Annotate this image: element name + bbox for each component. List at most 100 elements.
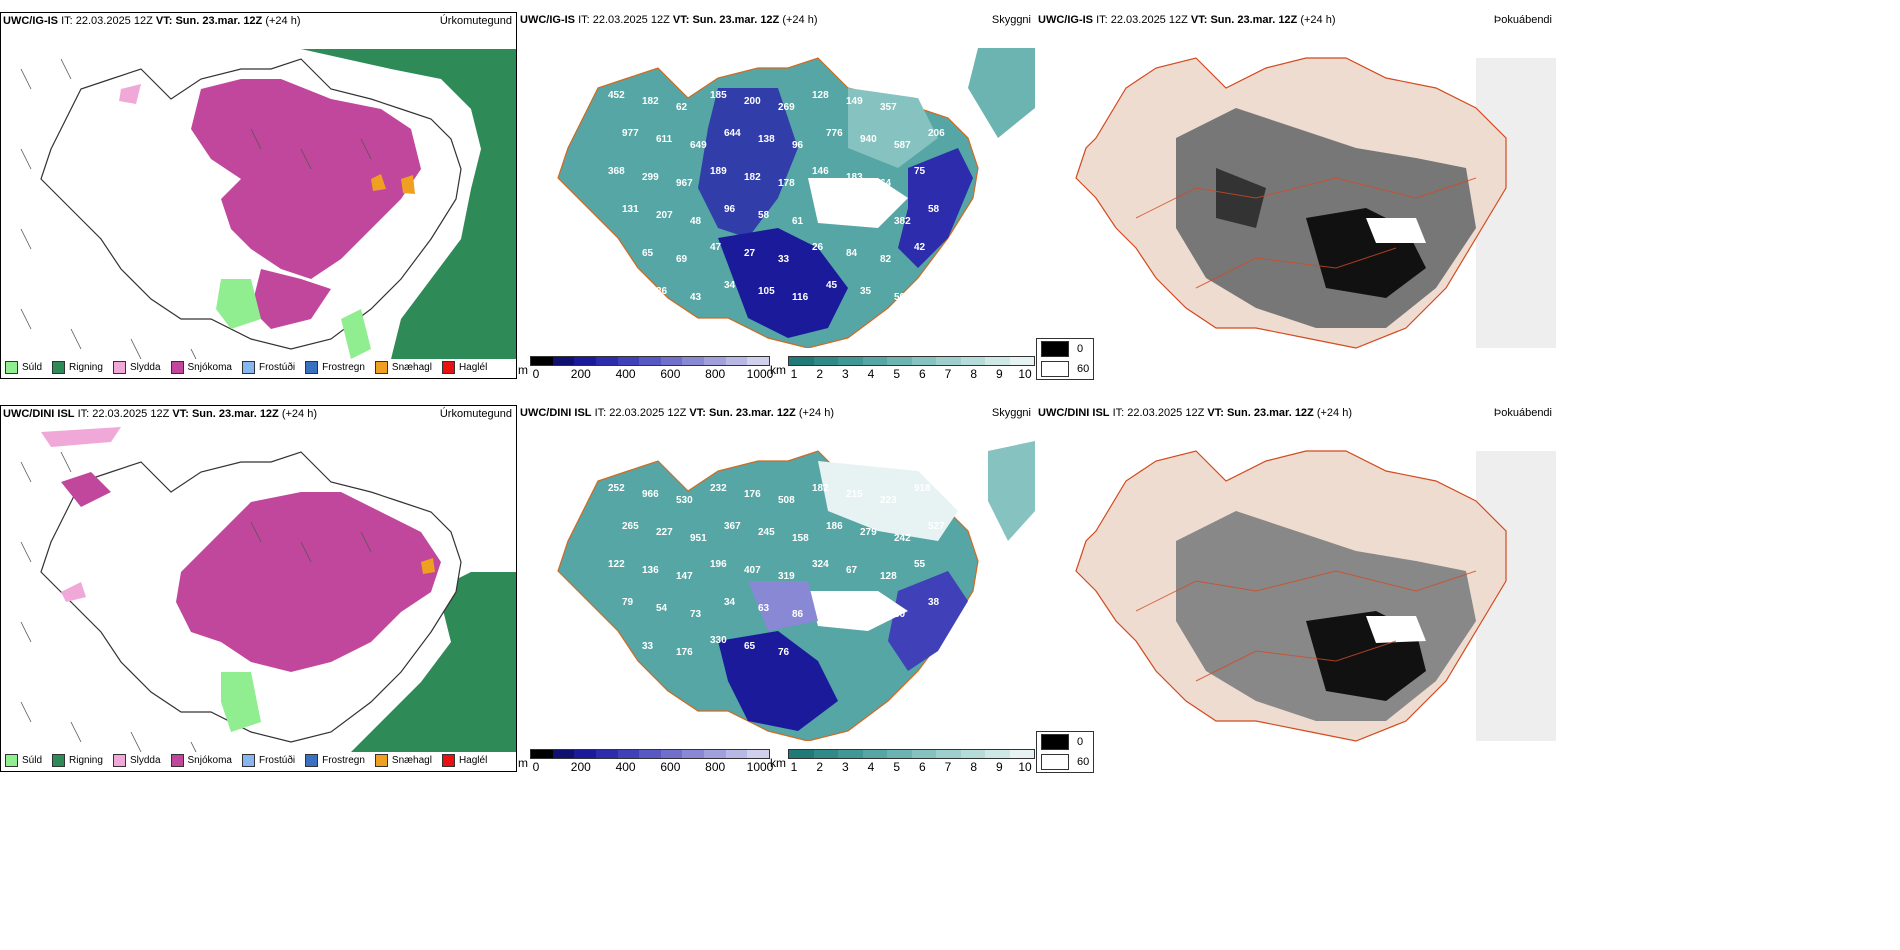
visibility-value-label: 58 [826,204,838,215]
colorbar-tick-label: 1 [790,367,798,381]
visibility-value-label: 452 [608,90,625,101]
visibility-value-label: 182 [744,172,761,183]
visibility-value-label: 34 [724,280,736,291]
precip-map [20,49,516,359]
legend-item: Haglél [441,753,487,767]
visibility-value-label: 206 [928,128,945,139]
visibility-value-label: 977 [622,128,639,139]
colorbar-unit: m [518,363,528,377]
visibility-value-label: 215 [846,489,863,500]
colorbar-cell [960,357,985,365]
visibility-value-label: 131 [622,204,639,215]
visibility-value-label: 47 [710,242,722,253]
colorbar-cell [936,750,961,758]
precip-map [20,427,516,752]
legend-item: Snæhagl [374,753,432,767]
colorbar-unit: km [770,363,786,377]
visibility-value-label: 48 [690,216,702,227]
legend-item: Snjókoma [170,360,232,374]
colorbar-tick-label: 3 [841,367,849,381]
visibility-panel-bottom: UWC/DINI ISL IT: 22.03.2025 12Z VT: Sun.… [518,405,1035,774]
visibility-value-label: 76 [778,647,790,658]
visibility-value-label: 189 [710,166,727,177]
colorbar-tick-label: 4 [867,367,875,381]
visibility-value-label: 186 [826,521,843,532]
visibility-value-label: 227 [656,527,673,538]
visibility-value-label: 269 [778,102,795,113]
colorbar-cell [1009,357,1034,365]
colorbar-tick-label: 10 [1018,367,1032,381]
visibility-value-label: 242 [894,533,911,544]
visibility-value-label: 776 [826,128,843,139]
legend-item: Frostregn [305,753,365,767]
visibility-value-label: 918 [914,483,931,494]
visibility-km-colorbar: km 1 2 3 4 5 6 7 8 9 10 [770,356,1035,381]
visibility-value-label: 52 [608,242,620,253]
visibility-value-label: 299 [642,172,659,183]
visibility-value-label: 84 [846,248,858,259]
colorbar-tick-label: 5 [893,367,900,381]
visibility-value-label: 96 [724,204,736,215]
visibility-value-label: 223 [880,495,897,506]
visibility-value-label: 951 [690,533,707,544]
colorbar-unit: km [770,756,786,770]
visibility-value-label: 122 [608,559,625,570]
visibility-value-label: 649 [690,140,707,151]
colorbar-cell [911,750,936,758]
panel-type-label: Úrkomutegund [439,15,512,27]
visibility-value-label: 36 [656,286,668,297]
colorbar-tick-label: 9 [995,367,1003,381]
fog-legend-row: 0 [1037,732,1093,752]
visibility-value-label: 47 [622,280,634,291]
visibility-value-label: 45 [826,280,838,291]
visibility-value-label: 368 [608,166,625,177]
colorbar-tick-label: 800 [705,367,726,381]
visibility-map: 4521826218520026912814935730197761164964… [557,48,1035,348]
visibility-map: 252 966 530 232 176 508 182 215 223 918 265 227 951 3… [557,441,1035,741]
legend-item: Súld [5,360,42,374]
panel-type-label: Þokuábendi [1493,14,1552,26]
visibility-value-label: 319 [778,571,795,582]
colorbar-tick-label: 1 [790,760,798,774]
colorbar-tick-label: 3 [841,760,849,774]
visibility-value-label: 54 [656,603,668,614]
visibility-value-label: 279 [860,527,877,538]
visibility-value-label: 508 [778,495,795,506]
visibility-value-label: 182 [642,96,659,107]
colorbar-cell [682,357,705,365]
visibility-value-label: 147 [676,571,693,582]
colorbar-cell [725,750,748,758]
visibility-value-label: 530 [676,495,693,506]
colorbar-cell [838,357,863,365]
visibility-value-label: 940 [860,134,877,145]
visibility-value-label: 26 [812,242,824,253]
colorbar-cell [552,357,575,365]
fog-index-map [1075,57,1556,349]
legend-item: Slydda [112,753,161,767]
panel-header: UWC/DINI ISL IT: 22.03.2025 12Z VT: Sun.… [3,408,318,420]
visibility-value-label: 65 [744,641,756,652]
colorbar-unit: m [518,756,528,770]
visibility-m-colorbar: m 0 200 400 600 800 1000 [518,749,773,774]
visibility-value-label: 357 [880,102,897,113]
visibility-value-label: 207 [656,210,673,221]
colorbar-cell [887,750,912,758]
colorbar-cell [639,357,661,365]
colorbar-tick-label: 7 [944,760,952,774]
colorbar-cell [862,357,887,365]
visibility-value-label: 146 [812,166,829,177]
colorbar-cell [660,357,683,365]
visibility-value-label: 69 [676,254,688,265]
visibility-value-label: 64 [880,178,892,189]
colorbar-cell [813,357,838,365]
visibility-value-label: 128 [812,90,829,101]
visibility-value-label: 196 [710,559,727,570]
visibility-value-label: 86 [792,609,804,620]
colorbar-tick-label: 400 [615,760,636,774]
colorbar-tick-label: 4 [867,760,875,774]
visibility-value-label: 185 [710,90,727,101]
colorbar-tick-label: 6 [918,760,926,774]
fog-index-panel-bottom: UWC/DINI ISL IT: 22.03.2025 12Z VT: Sun.… [1036,405,1556,773]
colorbar-cell [617,750,640,758]
colorbar-cell [747,750,770,758]
